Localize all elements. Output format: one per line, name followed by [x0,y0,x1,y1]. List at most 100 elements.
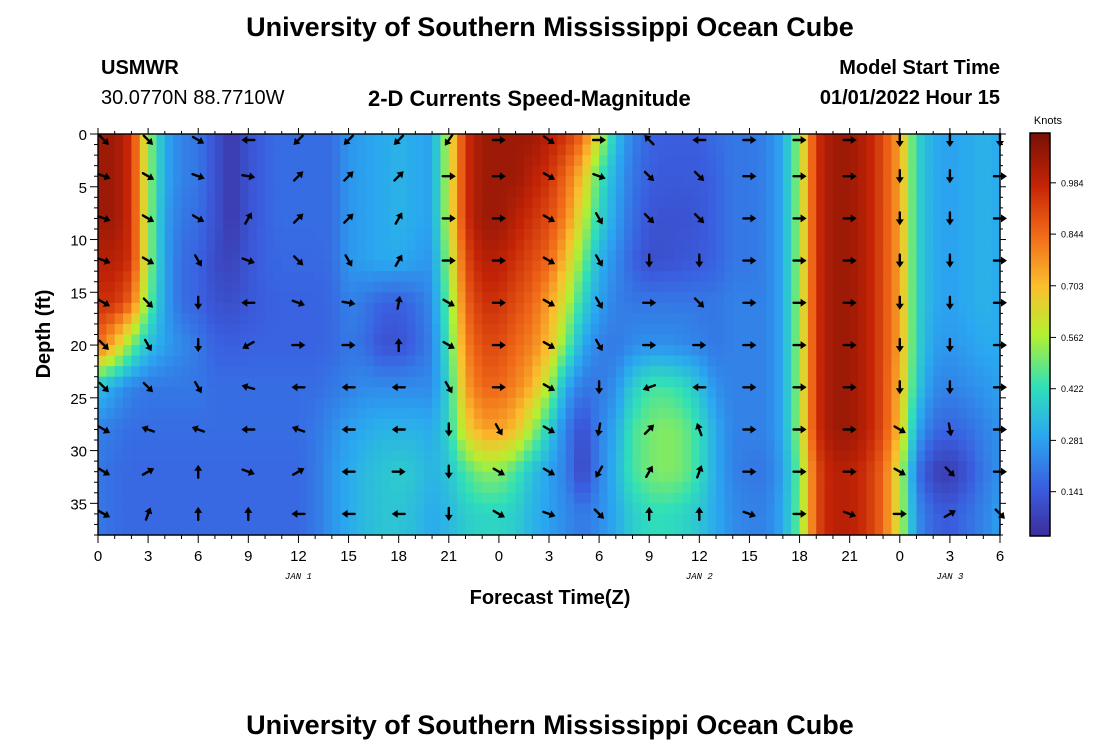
heat-cell [214,387,224,399]
heat-cell [131,260,141,272]
heat-cell [440,165,450,177]
heat-cell [198,281,208,293]
heat-cell [774,239,784,251]
heat-cell [114,513,124,526]
heat-cell [749,408,759,420]
heat-cell [974,376,984,388]
heat-cell [515,165,525,177]
heat-cell [532,134,542,146]
heat-cell [356,503,366,515]
heat-cell [323,345,333,357]
heat-cell [131,250,141,262]
heat-cell [607,450,617,462]
current-arrow [692,136,707,144]
heat-cell [231,155,241,167]
heat-cell [707,376,717,388]
heat-cell [707,239,717,251]
heat-cell [407,345,416,357]
heat-cell [832,260,842,272]
heat-cell [883,471,893,483]
heat-cell [674,376,684,388]
heat-cell [766,440,776,452]
heat-cell [148,197,158,209]
heat-cell [774,155,784,167]
heat-cell [507,239,517,251]
heat-cell [256,440,266,452]
heat-cell [415,366,425,378]
heat-cell [256,323,266,336]
heat-cell [607,503,617,515]
heat-cell [574,345,584,357]
heat-cell [373,144,383,156]
heat-cell [181,186,191,198]
heat-cell [515,450,525,462]
current-arrow [241,425,256,434]
heat-cell [874,461,884,473]
heat-cell [899,218,909,230]
heat-cell [265,313,274,325]
heat-cell [532,450,542,462]
heat-cell [298,366,308,378]
heat-cell [198,218,208,230]
heat-cell [874,271,884,283]
heat-cell [298,461,308,473]
heat-cell [390,471,400,483]
heat-cell [866,176,876,188]
heat-cell [716,313,725,325]
heat-cell [507,492,517,504]
current-arrow [742,256,757,265]
heat-cell [423,144,433,156]
heat-cell [432,450,442,462]
heat-cell [782,186,792,198]
heat-cell [966,323,976,336]
heat-cell [407,250,416,262]
heat-cell [181,450,191,462]
heat-cell [941,176,951,188]
heat-cell [181,355,191,367]
heat-cell [924,450,934,462]
heat-cell [974,450,984,462]
heat-cell [440,397,450,409]
heat-cell [958,387,968,399]
heat-cell [248,165,258,177]
station-coordinates: 30.0770N 88.7710W [101,87,285,109]
heat-cell [181,239,191,251]
heat-cell [640,323,650,336]
heat-cell [657,471,667,483]
heat-cell [231,197,241,209]
heat-cell [565,165,575,177]
heat-cell [899,323,909,336]
heat-cell [657,218,667,230]
heat-cell [239,429,249,441]
heat-cell [657,186,667,198]
heat-cell [231,260,241,272]
heat-cell [665,313,675,325]
heat-cell [239,292,249,304]
heat-cell [690,513,700,526]
heat-cell [607,418,617,431]
heat-cell [807,302,817,314]
heat-cell [315,376,325,388]
heat-cell [507,281,517,293]
y-tick-label: 0 [79,127,87,144]
heat-cell [139,313,149,325]
heat-cell [983,376,993,388]
heat-cell [273,355,283,367]
heat-cell [991,155,1001,167]
heat-cell [791,366,801,378]
heat-cell [699,260,709,272]
heat-cell [189,513,199,526]
heat-cell [340,239,350,251]
heat-cell [891,250,901,262]
current-arrow [244,506,253,522]
heat-cell [206,492,216,504]
heat-cell [523,418,533,431]
current-arrow [492,509,505,518]
heat-cell [974,397,984,409]
heat-cell [290,228,300,241]
heat-cell [732,323,742,336]
heat-cell [565,239,575,251]
heat-cell [866,366,876,378]
heat-cell [98,281,107,293]
heat-cell [899,271,909,283]
